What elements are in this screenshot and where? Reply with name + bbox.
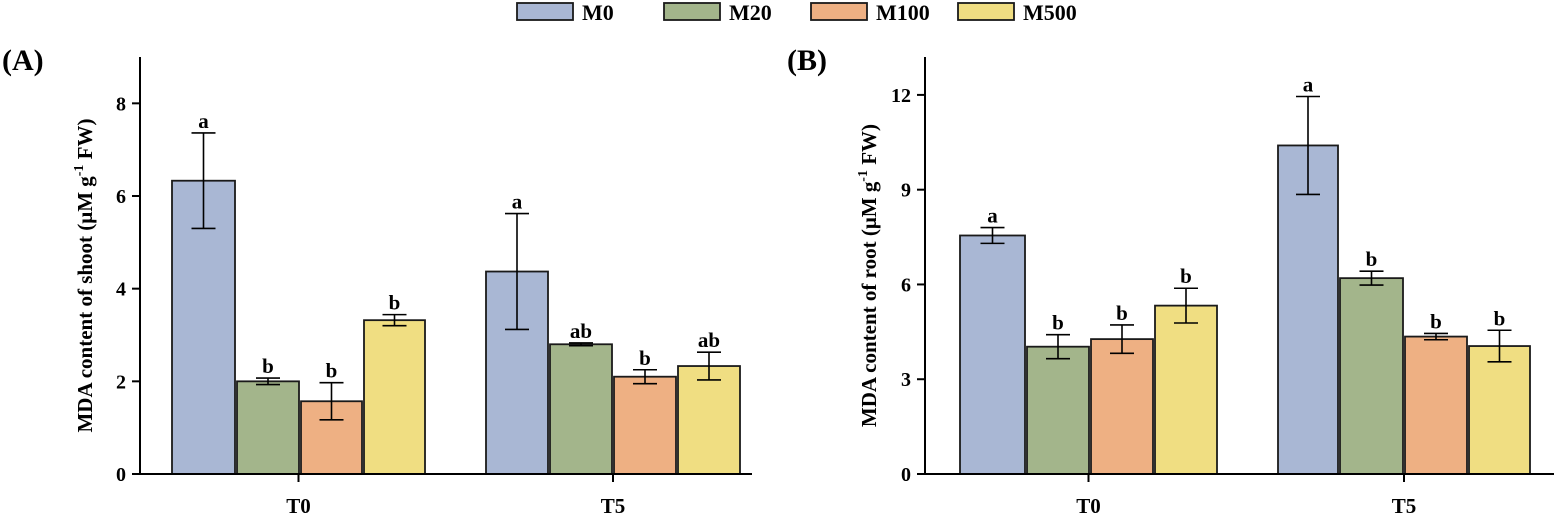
y-tick-label: 4 — [116, 279, 126, 301]
significance-letter: b — [1366, 247, 1378, 271]
bar-m500-t5 — [1468, 345, 1531, 475]
significance-letter: ab — [570, 319, 592, 343]
panel-a: (A)MDA content of shoot (μM g-1 FW) aabab… — [2, 44, 752, 518]
bar-m100-t5 — [1404, 335, 1468, 475]
bar-m500-t0 — [1154, 304, 1218, 475]
significance-letter: b — [389, 291, 401, 315]
bar-m0-t0 — [959, 234, 1026, 475]
legend-label-m20: M20 — [729, 0, 772, 25]
x-category-label-t5: T5 — [1392, 494, 1417, 518]
significance-letter: a — [987, 204, 998, 228]
x-category-label-t0: T0 — [286, 494, 311, 518]
bar-m500-t5 — [677, 365, 741, 475]
x-category-label-t0: T0 — [1076, 494, 1101, 518]
legend-label-m100: M100 — [876, 0, 930, 25]
bar-m0-t0 — [171, 179, 236, 475]
legend-label-m500: M500 — [1023, 0, 1077, 25]
significance-letter: b — [639, 346, 651, 370]
y-tick-label: 12 — [891, 85, 911, 107]
y-axis-label-main: MDA content of shoot (μM g — [73, 176, 97, 433]
x-category-label-t5: T5 — [601, 494, 626, 518]
y-tick-label: 0 — [116, 464, 126, 486]
y-axis-label-superscript: -1 — [72, 165, 87, 177]
bar-m20-t0 — [1026, 345, 1090, 475]
y-tick-label: 9 — [901, 180, 911, 202]
y-axis-label-superscript: -1 — [856, 170, 871, 182]
legend-swatch-m500 — [957, 2, 1015, 21]
y-axis-label-tail: FW) — [857, 124, 881, 170]
significance-letter: ab — [698, 328, 720, 352]
y-axis-label-tail: FW) — [73, 118, 97, 164]
significance-letter: a — [512, 190, 523, 214]
bar-m500-t0 — [363, 319, 426, 475]
y-tick-label: 6 — [901, 274, 911, 296]
significance-letter: b — [1052, 311, 1064, 335]
panel-label: (B) — [787, 44, 827, 77]
panel-label: (A) — [2, 44, 44, 77]
y-tick-label: 6 — [116, 186, 126, 208]
legend-swatch-m100 — [810, 2, 868, 21]
significance-letter: b — [1430, 309, 1442, 333]
bar-m100-t0 — [1090, 338, 1154, 475]
significance-letter: b — [1180, 264, 1192, 288]
significance-letter: a — [198, 109, 209, 133]
bar-m0-t5 — [1277, 144, 1339, 475]
significance-letter: b — [262, 354, 274, 378]
bar-m20-t5 — [1339, 277, 1404, 475]
significance-letter: b — [1494, 306, 1506, 330]
significance-letter: b — [1116, 301, 1128, 325]
significance-letter: a — [1303, 72, 1314, 96]
y-axis-label: MDA content of root (μM g-1 FW) — [856, 124, 881, 427]
legend-swatch-m20 — [663, 2, 721, 21]
bar-m100-t5 — [613, 375, 677, 475]
bar-m20-t0 — [236, 380, 300, 475]
legend-label-m0: M0 — [582, 0, 614, 25]
panel-b: (B) MDA content of root (μM g-1 FW) a a b b b b… — [787, 44, 1554, 518]
y-tick-label: 3 — [901, 369, 911, 391]
y-axis-label-main: MDA content of root (μM g — [857, 181, 881, 427]
bar-m20-t5 — [549, 343, 613, 475]
significance-letter: b — [326, 359, 338, 383]
y-tick-label: 8 — [116, 93, 126, 115]
y-tick-label: 2 — [116, 371, 126, 393]
y-axis-label: MDA content of shoot (μM g-1 FW) — [72, 118, 97, 432]
legend: M0 M20 M100 M500 — [516, 0, 1077, 25]
y-tick-label: 0 — [901, 464, 911, 486]
legend-swatch-m0 — [516, 2, 574, 21]
